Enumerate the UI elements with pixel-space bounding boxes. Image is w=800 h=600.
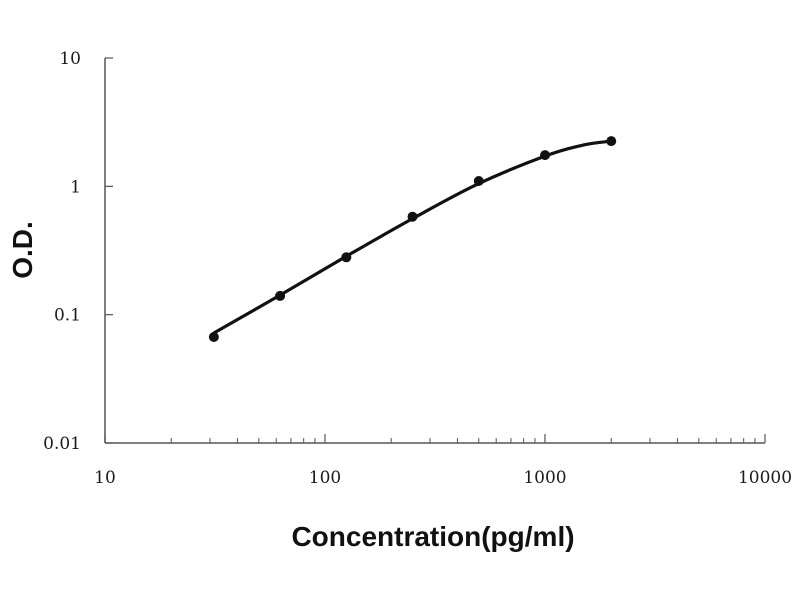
fit-curve-line [212,139,613,335]
ticks [104,57,766,444]
x-tick-label: 1000 [523,468,566,488]
x-tick-label: 10000 [738,468,792,488]
y-axis-title: O.D. [7,221,38,279]
y-tick-label: 0.1 [54,306,81,326]
data-point [341,252,352,263]
tick-labels: 10 100 1000 10000 0.01 0.1 1 10 [43,49,792,488]
y-tick-label: 0.01 [43,434,81,454]
y-tick-label: 1 [70,177,81,197]
axes [104,58,765,444]
data-point [407,211,418,222]
data-point [275,290,286,301]
fit-curve-layer [212,139,613,335]
data-point [540,150,550,161]
x-axis-title: Concentration(pg/ml) [291,521,574,552]
data-point [208,331,219,342]
data-point [473,176,484,187]
x-tick-label: 10 [94,468,116,488]
x-tick-label: 100 [309,468,341,488]
data-points-layer [208,136,617,342]
y-tick-label: 10 [59,49,81,69]
data-point [606,136,617,147]
